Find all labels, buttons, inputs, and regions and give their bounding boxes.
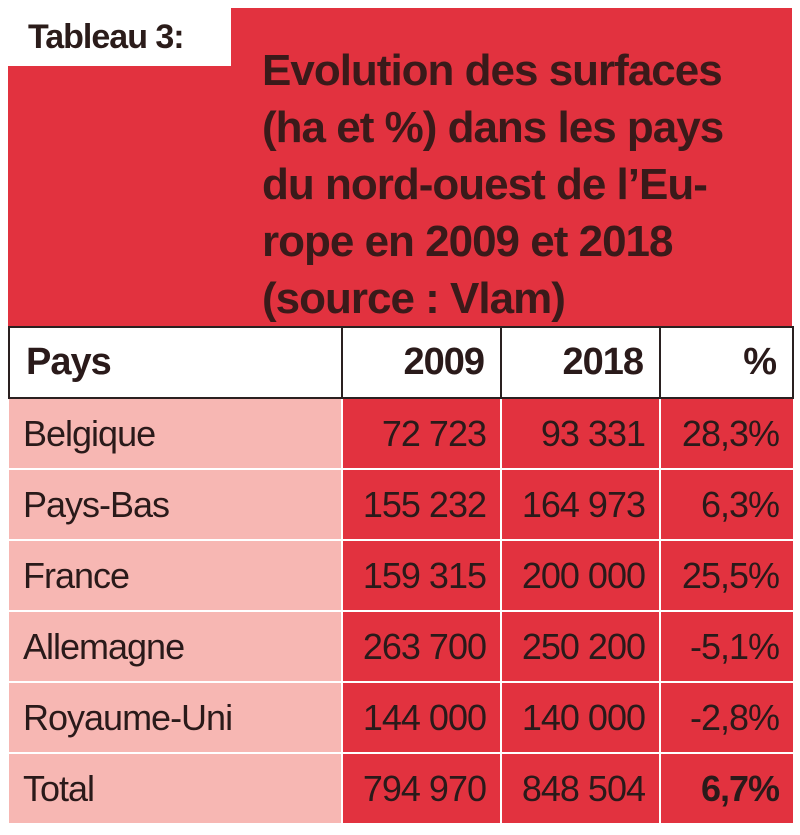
table-row: Pays-Bas 155 232 164 973 6,3%: [9, 469, 793, 541]
column-header-percent: %: [659, 326, 794, 399]
cell-2009: 263 700: [342, 611, 502, 683]
cell-2009: 794 970: [342, 753, 502, 823]
cell-percent: 6,3%: [660, 469, 793, 541]
header-row: Pays 2009 2018 %: [8, 326, 794, 399]
cell-2009: 155 232: [342, 469, 502, 541]
cell-country: Belgique: [9, 398, 343, 470]
cell-country: France: [9, 540, 343, 612]
cell-2018: 93 331: [501, 398, 661, 470]
cell-2009: 144 000: [342, 682, 502, 754]
table-row: Royaume-Uni 144 000 140 000 -2,8%: [9, 682, 793, 754]
table-title: Evolution des surfaces (ha et %) dans le…: [262, 46, 724, 323]
cell-2018: 250 200: [501, 611, 661, 683]
cell-percent-total: 6,7%: [660, 753, 793, 823]
cell-country: Royaume-Uni: [9, 682, 343, 754]
title-banner: Tableau 3: Evolution des surfaces (ha et…: [8, 8, 792, 326]
cell-country: Pays-Bas: [9, 469, 343, 541]
cell-percent: -5,1%: [660, 611, 793, 683]
column-header-pays: Pays: [8, 326, 343, 399]
table-row: Belgique 72 723 93 331 28,3%: [9, 398, 793, 470]
cell-2009: 72 723: [342, 398, 502, 470]
cell-2018: 200 000: [501, 540, 661, 612]
column-header-2018: 2018: [500, 326, 661, 399]
table-row: Allemagne 263 700 250 200 -5,1%: [9, 611, 793, 683]
cell-percent: 25,5%: [660, 540, 793, 612]
cell-country: Allemagne: [9, 611, 343, 683]
table-label: Tableau 3:: [8, 8, 231, 66]
cell-2009: 159 315: [342, 540, 502, 612]
cell-2018: 848 504: [501, 753, 661, 823]
cell-percent: 28,3%: [660, 398, 793, 470]
column-header-2009: 2009: [341, 326, 502, 399]
cell-2018: 140 000: [501, 682, 661, 754]
table-row: France 159 315 200 000 25,5%: [9, 540, 793, 612]
data-table: Pays 2009 2018 % Belgique 72 723 93 331 …: [8, 326, 794, 823]
cell-2018: 164 973: [501, 469, 661, 541]
cell-country: Total: [9, 753, 343, 823]
total-row: Total 794 970 848 504 6,7%: [9, 753, 793, 823]
cell-percent: -2,8%: [660, 682, 793, 754]
